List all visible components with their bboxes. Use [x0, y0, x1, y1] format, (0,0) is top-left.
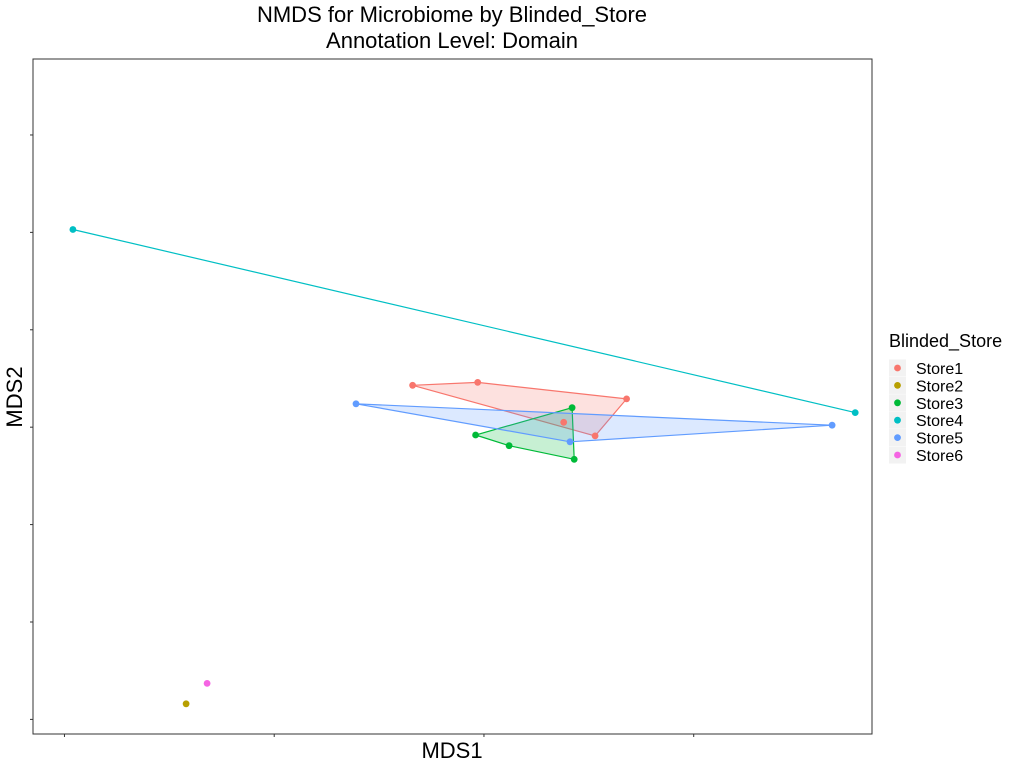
- point-store2-1: [182, 700, 190, 708]
- chart-title: NMDS for Microbiome by Blinded_Store: [257, 2, 647, 27]
- legend-title: Blinded_Store: [889, 331, 1002, 352]
- legend-label-store3: Store3: [916, 396, 963, 413]
- x-axis-ticks: [63, 734, 695, 737]
- point-store4-1: [69, 226, 77, 233]
- point-store5-2: [566, 438, 574, 446]
- legend-key-store3: [894, 399, 901, 407]
- chart-subtitle: Annotation Level: Domain: [326, 28, 578, 53]
- point-store3-3: [568, 404, 576, 412]
- legend-key-store4: [894, 416, 901, 424]
- legend-label-store2: Store2: [916, 378, 963, 395]
- plot-panel-border: [32, 58, 873, 735]
- legend-key-store2: [894, 382, 901, 389]
- legend-label-store5: Store5: [916, 431, 963, 448]
- x-axis-label: MDS1: [421, 738, 482, 763]
- point-store1-2: [474, 379, 482, 386]
- y-axis-label: MDS2: [2, 366, 27, 427]
- point-store3-4: [570, 455, 578, 463]
- point-store1-5: [560, 418, 568, 426]
- point-store5-3: [828, 421, 836, 429]
- hull-layer: [72, 228, 856, 461]
- point-store4-2: [851, 409, 859, 416]
- legend-key-store6: [894, 451, 901, 459]
- hull-store5: [355, 403, 833, 443]
- legend-key-store5: [894, 434, 901, 441]
- legend: Blinded_Store Store1Store2Store3Store4St…: [889, 331, 1002, 465]
- point-store3-1: [472, 431, 479, 439]
- point-store6-1: [203, 680, 211, 687]
- legend-label-store6: Store6: [916, 448, 963, 465]
- points-layer: [69, 226, 859, 708]
- point-store1-3: [623, 395, 630, 403]
- legend-key-store1: [894, 364, 901, 372]
- point-store5-1: [352, 400, 360, 408]
- point-store1-1: [409, 381, 416, 389]
- y-axis-ticks: [30, 134, 33, 720]
- legend-label-store4: Store4: [916, 413, 963, 430]
- point-store1-4: [591, 432, 599, 440]
- point-store3-2: [505, 442, 513, 450]
- legend-label-store1: Store1: [916, 361, 963, 378]
